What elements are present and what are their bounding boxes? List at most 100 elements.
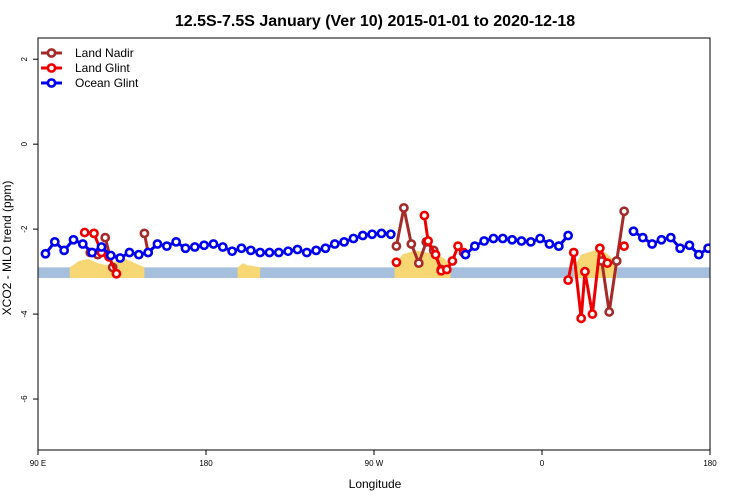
- land-glint-point: [447, 256, 458, 266]
- ocean-glint-point: [376, 228, 387, 239]
- ocean-glint-point: [208, 239, 219, 249]
- ocean-glint-point: [264, 247, 275, 258]
- land-nadir-point: [398, 202, 409, 213]
- ocean-glint-point: [171, 236, 182, 247]
- ocean-glint-point: [59, 245, 70, 256]
- ocean-glint-point: [714, 249, 721, 256]
- y-tick-label: -4: [20, 310, 29, 318]
- x-tick-label: 90 W: [365, 459, 384, 468]
- land-glint-point: [568, 247, 579, 258]
- land-glint-point: [423, 236, 434, 246]
- y-tick-label: -2: [20, 225, 29, 233]
- ocean-glint-point: [49, 236, 60, 247]
- legend-marker-land-nadir: [46, 48, 57, 58]
- ocean-glint-point: [357, 230, 368, 241]
- ocean-glint-point: [742, 247, 749, 254]
- y-tick-label: 0: [20, 141, 29, 146]
- ocean-glint-point: [77, 239, 88, 249]
- land-glint-point: [391, 257, 402, 268]
- ocean-glint-point: [311, 245, 322, 256]
- x-tick-label: 180: [703, 459, 717, 468]
- land-region-4: [237, 263, 251, 278]
- land-glint-point: [580, 266, 590, 277]
- land-glint-point: [587, 309, 598, 319]
- land-nadir-point: [604, 307, 615, 317]
- ocean-glint-point: [656, 234, 667, 245]
- ocean-glint-point: [479, 236, 490, 246]
- ocean-glint-point: [535, 233, 546, 244]
- land-glint-point: [430, 249, 441, 260]
- ocean-glint-point: [723, 251, 730, 258]
- land-nadir-point: [611, 256, 622, 266]
- land-nadir-line-5: [615, 211, 626, 262]
- ocean-glint-point: [245, 245, 256, 256]
- ocean-glint-point: [525, 236, 536, 247]
- y-tick-label: -6: [20, 395, 29, 403]
- x-tick-label: 90 E: [30, 459, 46, 468]
- legend-label-ocean-glint: Ocean Glint: [75, 76, 139, 90]
- ocean-glint-point: [255, 247, 266, 258]
- land-glint-point: [89, 228, 99, 239]
- ocean-glint-point: [516, 236, 527, 246]
- background-band: [38, 267, 710, 278]
- land-glint-point: [453, 241, 463, 252]
- x-axis-label: Longitude: [349, 477, 402, 491]
- ocean-glint-point: [124, 247, 135, 258]
- ocean-glint-point: [152, 239, 163, 249]
- ocean-glint-point: [320, 243, 331, 254]
- ocean-glint-point: [161, 241, 172, 252]
- ocean-glint-point: [143, 247, 154, 258]
- ocean-glint-point: [227, 246, 238, 257]
- legend-marker-ocean-glint: [46, 78, 57, 88]
- chart-title: 12.5S-7.5S January (Ver 10) 2015-01-01 t…: [175, 13, 575, 30]
- ocean-glint-point: [301, 247, 312, 258]
- ocean-glint-point: [665, 232, 676, 243]
- ocean-glint-point: [497, 233, 508, 244]
- ocean-glint-point: [189, 242, 200, 252]
- land-glint-point: [619, 241, 630, 252]
- land-glint-point: [602, 258, 613, 269]
- ocean-glint-point: [115, 253, 126, 263]
- land-region-0: [69, 258, 145, 278]
- land-glint-point: [111, 268, 122, 279]
- land-nadir-point: [391, 241, 402, 252]
- ocean-glint-point: [105, 250, 116, 261]
- legend-label-land-glint: Land Glint: [75, 61, 130, 75]
- ocean-glint-point: [488, 233, 499, 244]
- ocean-glint-point: [460, 249, 471, 260]
- ocean-glint-point: [733, 238, 740, 245]
- land-region-5: [742, 259, 750, 278]
- plot-frame: [37, 37, 711, 451]
- ocean-glint-point: [628, 226, 639, 237]
- ocean-glint-point: [507, 234, 518, 245]
- ocean-glint-point: [647, 239, 658, 249]
- ocean-glint-point: [329, 239, 340, 249]
- x-tick-label: 180: [199, 459, 213, 468]
- plot-clip-group: [38, 202, 750, 324]
- legend-label-land-nadir: Land Nadir: [75, 46, 134, 60]
- land-nadir-point: [619, 206, 630, 217]
- ocean-glint-point: [180, 243, 191, 254]
- ocean-glint-point: [469, 241, 480, 252]
- ocean-glint-point: [40, 248, 51, 259]
- land-nadir-point: [100, 232, 111, 243]
- ocean-glint-point: [87, 247, 98, 258]
- ocean-glint-point: [292, 244, 303, 255]
- ocean-glint-point: [283, 246, 294, 257]
- x-tick-label: 0: [540, 459, 545, 468]
- ocean-glint-point: [348, 233, 359, 244]
- ocean-glint-point: [273, 247, 284, 258]
- ocean-glint-point: [385, 229, 396, 240]
- ocean-glint-point: [236, 243, 247, 254]
- land-glint-point: [441, 264, 452, 275]
- ocean-glint-point: [544, 239, 555, 249]
- land-glint-point: [419, 210, 430, 221]
- land-glint-point: [79, 227, 90, 238]
- y-axis-label: XCO2 - MLO trend (ppm): [0, 181, 14, 316]
- ocean-glint-point: [693, 249, 704, 260]
- land-nadir-point: [406, 239, 417, 249]
- ocean-glint-point: [684, 240, 695, 251]
- legend-marker-land-glint: [46, 63, 57, 73]
- ocean-glint-point: [96, 242, 107, 252]
